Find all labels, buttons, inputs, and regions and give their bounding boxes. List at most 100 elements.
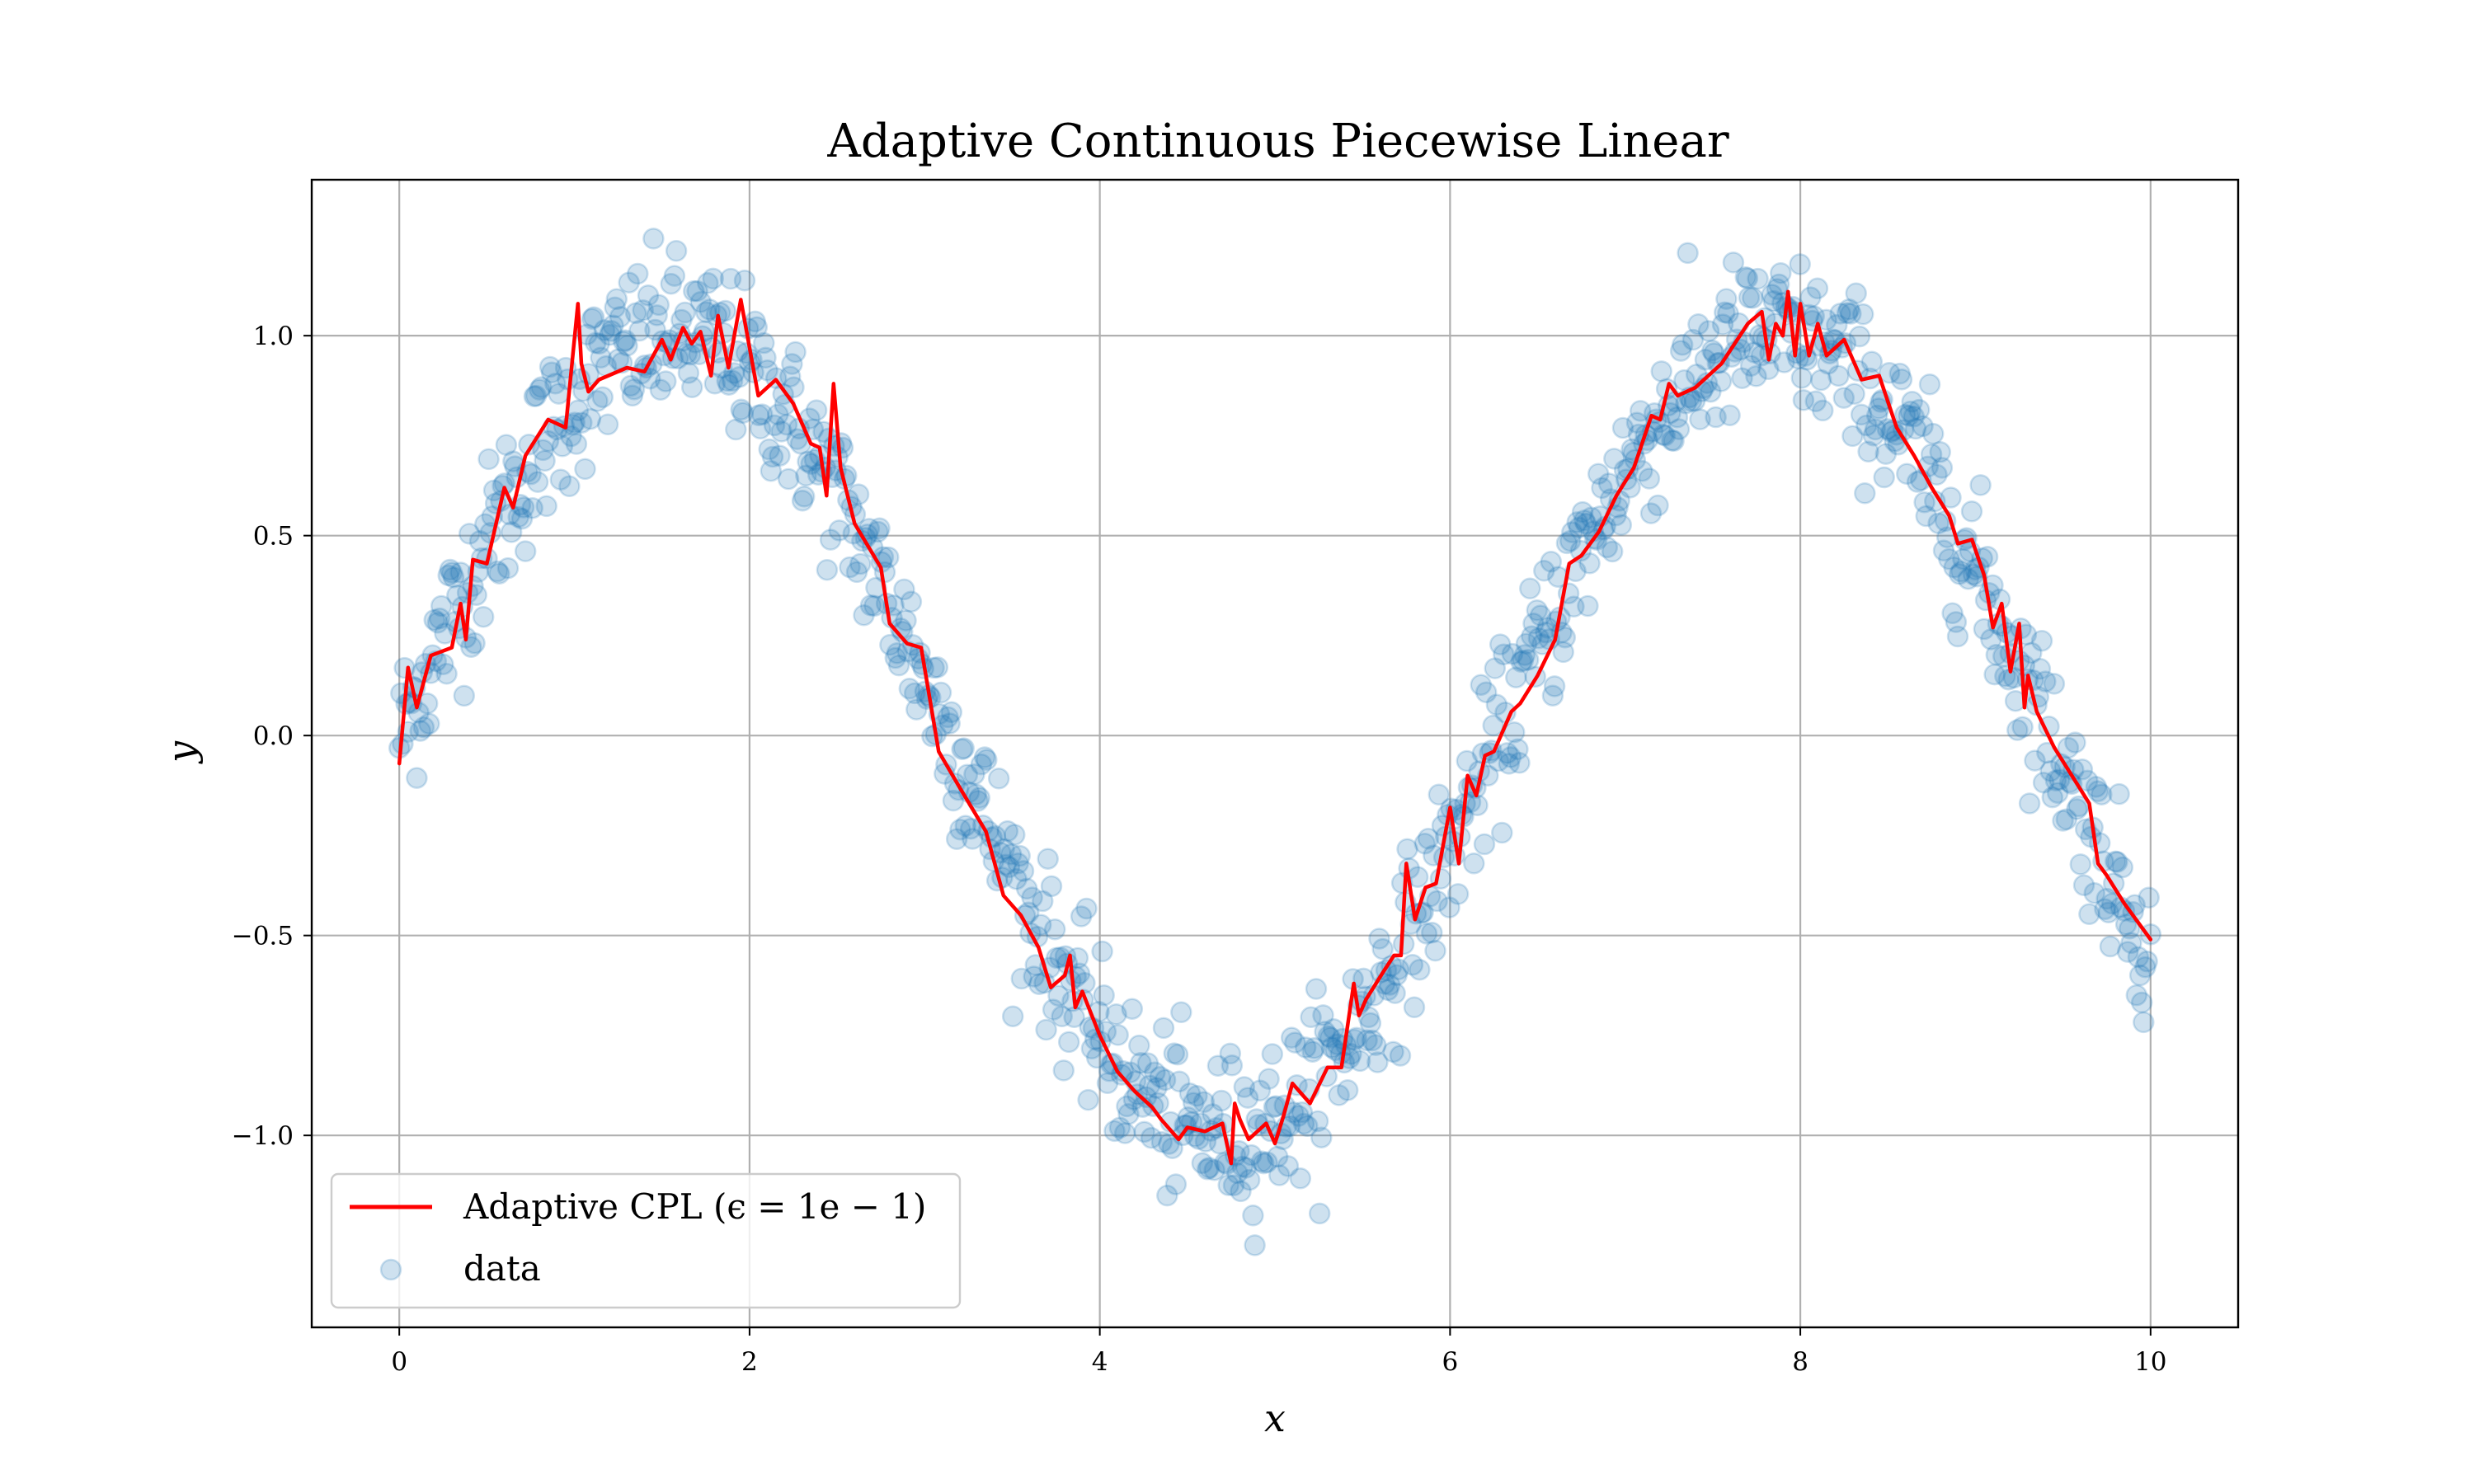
data-point bbox=[1827, 364, 1850, 387]
data-point bbox=[1023, 965, 1045, 988]
data-point bbox=[1361, 1029, 1384, 1052]
data-point bbox=[1364, 1034, 1387, 1056]
data-point bbox=[1085, 1046, 1108, 1069]
data-point bbox=[514, 540, 537, 562]
data-point bbox=[1573, 509, 1596, 532]
data-point bbox=[1292, 1112, 1315, 1135]
data-point bbox=[535, 495, 557, 518]
data-point bbox=[1012, 860, 1035, 882]
data-point bbox=[879, 633, 901, 656]
data-point bbox=[675, 342, 698, 364]
data-point bbox=[760, 459, 783, 482]
data-point bbox=[1710, 370, 1733, 392]
data-point bbox=[716, 369, 738, 392]
data-point bbox=[2066, 798, 2088, 820]
data-point bbox=[1077, 1088, 1099, 1111]
data-point bbox=[1268, 1164, 1291, 1186]
data-point bbox=[409, 720, 431, 742]
data-point bbox=[1561, 521, 1583, 543]
data-point bbox=[1154, 1068, 1177, 1092]
data-point bbox=[1493, 643, 1515, 666]
data-point bbox=[1789, 253, 1811, 275]
data-point bbox=[749, 417, 772, 440]
data-point bbox=[993, 838, 1015, 861]
data-point bbox=[500, 521, 523, 543]
data-point bbox=[859, 594, 882, 617]
data-point bbox=[1703, 342, 1725, 364]
data-point bbox=[998, 856, 1021, 879]
data-point bbox=[1694, 348, 1717, 371]
data-point bbox=[1696, 372, 1719, 394]
data-point bbox=[642, 228, 665, 250]
data-point bbox=[1231, 1155, 1253, 1178]
data-point bbox=[2069, 853, 2092, 876]
data-point bbox=[893, 578, 915, 601]
data-point bbox=[1057, 1031, 1080, 1054]
data-point bbox=[1652, 424, 1675, 446]
data-point bbox=[1175, 1114, 1197, 1137]
data-point bbox=[1152, 1017, 1175, 1040]
data-point bbox=[1856, 414, 1878, 437]
data-point bbox=[2030, 629, 2053, 652]
data-point bbox=[784, 340, 807, 364]
data-point bbox=[1766, 278, 1789, 300]
data-point bbox=[1985, 644, 2008, 666]
data-point bbox=[1529, 604, 1552, 627]
data-point bbox=[1517, 649, 1540, 671]
data-point bbox=[646, 304, 668, 326]
data-point bbox=[537, 430, 560, 453]
data-point bbox=[605, 288, 628, 311]
data-point bbox=[1135, 1086, 1158, 1109]
data-point bbox=[435, 662, 458, 685]
data-point bbox=[1515, 632, 1538, 655]
data-point bbox=[1319, 1026, 1342, 1049]
data-point bbox=[628, 319, 651, 342]
data-point bbox=[1156, 1184, 1178, 1207]
data-point bbox=[1294, 1036, 1317, 1059]
data-point bbox=[1352, 967, 1375, 990]
x-tick-label: 2 bbox=[741, 1347, 758, 1377]
data-point bbox=[619, 374, 642, 397]
data-point bbox=[1202, 1103, 1224, 1125]
data-point bbox=[1762, 290, 1785, 312]
data-point bbox=[968, 787, 991, 809]
data-point bbox=[1577, 594, 1599, 618]
data-point bbox=[440, 561, 463, 584]
data-point bbox=[731, 402, 755, 425]
data-point bbox=[805, 399, 828, 421]
data-point bbox=[621, 384, 644, 407]
data-point bbox=[1037, 848, 1059, 870]
x-tick-label: 8 bbox=[1792, 1347, 1808, 1377]
data-point bbox=[1128, 1034, 1150, 1057]
data-point bbox=[714, 299, 736, 322]
data-point bbox=[2097, 901, 2120, 924]
data-point bbox=[1591, 477, 1613, 500]
data-point bbox=[579, 407, 602, 430]
data-point bbox=[1507, 738, 1529, 761]
data-point bbox=[1052, 1059, 1075, 1082]
data-point bbox=[1242, 1205, 1264, 1227]
data-point bbox=[1832, 387, 1856, 409]
data-point bbox=[853, 603, 875, 627]
data-point bbox=[1667, 418, 1691, 440]
data-point bbox=[1107, 1024, 1129, 1046]
data-point bbox=[863, 594, 886, 618]
data-point bbox=[1739, 355, 1762, 378]
data-point bbox=[528, 378, 551, 401]
data-point bbox=[2127, 946, 2150, 969]
data-point bbox=[637, 284, 660, 307]
data-point bbox=[593, 319, 616, 341]
data-point bbox=[769, 444, 791, 467]
data-point bbox=[1829, 303, 1851, 325]
data-point bbox=[1638, 467, 1661, 490]
data-point bbox=[755, 346, 777, 369]
data-point bbox=[496, 556, 520, 580]
data-point bbox=[1075, 897, 1098, 920]
data-point bbox=[697, 272, 719, 294]
data-point bbox=[2006, 719, 2029, 741]
data-point bbox=[2136, 950, 2158, 973]
y-tick-label: 0.5 bbox=[253, 522, 294, 552]
data-point bbox=[1503, 721, 1526, 744]
data-point bbox=[1945, 611, 1968, 633]
data-point bbox=[2130, 991, 2153, 1014]
